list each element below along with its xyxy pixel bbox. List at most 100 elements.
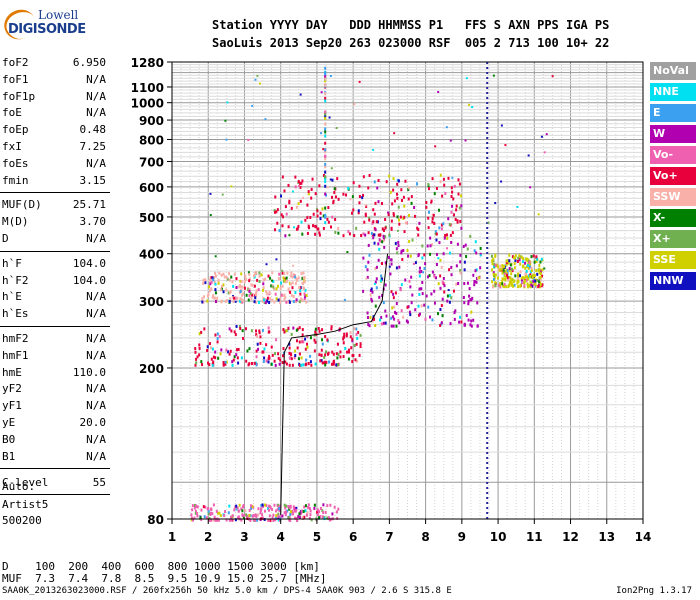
echo-point: [416, 182, 419, 186]
echo-point: [470, 319, 473, 323]
echo-point: [200, 330, 203, 334]
echo-point: [441, 297, 444, 301]
param-ye: yE 20.0: [2, 416, 108, 432]
echo-point: [190, 513, 193, 517]
echo-point: [368, 216, 371, 220]
echo-point: [290, 271, 293, 275]
echo-point: [252, 518, 255, 522]
echo-point: [300, 271, 303, 275]
echo-point: [256, 518, 259, 522]
param-hes: h`Es N/A: [2, 307, 108, 323]
echo-point: [214, 288, 217, 292]
echo-point: [210, 280, 213, 284]
echo-point: [239, 289, 242, 293]
echo-point: [265, 289, 268, 293]
echo-point: [295, 328, 298, 332]
echo-point: [335, 510, 338, 514]
echo-point: [397, 179, 400, 183]
echo-point: [459, 219, 462, 223]
echo-point: [237, 509, 240, 513]
echo-point: [314, 330, 317, 334]
echo-point: [367, 231, 370, 235]
echo-point: [375, 220, 378, 224]
x-tick-label: 2: [204, 530, 212, 544]
param-fmin: fmin 3.15: [2, 174, 108, 190]
echo-point: [435, 186, 438, 190]
echo-point: [326, 217, 329, 221]
echo-point: [396, 251, 399, 255]
echo-point: [207, 292, 210, 296]
echo-point: [517, 285, 520, 289]
echo-point: [237, 285, 240, 289]
echo-point: [212, 360, 215, 364]
echo-point: [236, 356, 239, 360]
echo-point: [353, 234, 356, 238]
param-value: N/A: [86, 382, 106, 396]
echo-point: [324, 157, 327, 161]
echo-point: [525, 269, 528, 273]
echo-point: [218, 334, 221, 338]
echo-point: [339, 355, 342, 359]
x-tick-label: 9: [458, 530, 466, 544]
echo-point: [317, 327, 320, 331]
echo-point: [434, 145, 437, 148]
echo-point: [450, 296, 453, 300]
echo-point: [521, 281, 524, 285]
echo-point: [507, 278, 510, 282]
echo-point: [239, 284, 242, 288]
echo-point: [228, 272, 231, 276]
echo-point: [551, 75, 554, 78]
echo-point: [290, 357, 293, 361]
echo-point: [207, 511, 210, 515]
echo-point: [191, 504, 194, 508]
echo-point: [541, 268, 544, 272]
echo-point: [362, 256, 365, 260]
echo-point: [364, 204, 367, 207]
echo-point: [255, 329, 258, 333]
param-name: M(D): [2, 215, 29, 229]
echo-point: [517, 256, 520, 260]
echo-point: [273, 300, 276, 304]
echo-point: [208, 363, 211, 367]
echo-point: [275, 509, 278, 513]
echo-point: [381, 262, 384, 266]
echo-point: [524, 275, 527, 279]
param-separator: [0, 468, 110, 470]
echo-point: [306, 231, 309, 235]
echo-point: [367, 260, 370, 264]
echo-point: [451, 190, 454, 194]
echo-point: [533, 284, 536, 288]
echo-point: [304, 295, 307, 299]
echo-point: [337, 507, 340, 511]
echo-point: [513, 262, 516, 266]
echo-point: [222, 283, 225, 287]
echo-point: [255, 291, 258, 295]
echo-point: [303, 292, 306, 296]
echo-point: [394, 291, 397, 295]
echo-point: [384, 309, 387, 313]
echo-point: [335, 363, 338, 367]
echo-point: [390, 227, 393, 231]
echo-point: [203, 327, 206, 331]
echo-point: [261, 503, 264, 507]
echo-point: [505, 270, 508, 274]
param-value: N/A: [86, 106, 106, 120]
echo-point: [450, 210, 453, 214]
echo-point: [423, 267, 426, 271]
echo-point: [377, 233, 380, 237]
param-value: 110.0: [72, 365, 106, 379]
echo-point: [353, 344, 356, 348]
echo-point: [381, 227, 384, 231]
echo-point: [467, 302, 470, 306]
echo-point: [272, 513, 275, 517]
echo-point: [248, 279, 251, 283]
echo-point: [528, 265, 531, 269]
echo-point: [342, 337, 345, 341]
echo-point: [459, 260, 462, 264]
echo-point: [540, 135, 543, 138]
echo-point: [395, 311, 398, 315]
echo-point: [214, 282, 217, 286]
echo-point: [508, 267, 511, 271]
echo-point: [309, 336, 312, 340]
echo-point: [433, 274, 436, 278]
